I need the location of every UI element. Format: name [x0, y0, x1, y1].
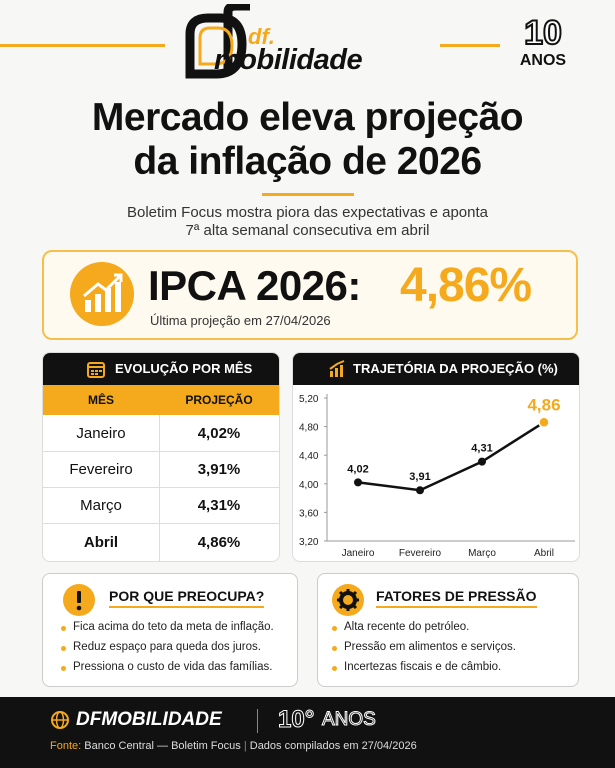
point	[478, 457, 486, 466]
point	[354, 478, 362, 487]
logo-small: df.	[248, 24, 275, 49]
data-label: 4,02	[347, 463, 368, 475]
bullet	[332, 646, 337, 651]
subtitle: Boletim Focus mostra piora das expectati…	[126, 204, 489, 221]
table-cell: Abril	[83, 534, 119, 551]
table-cell: 3,91%	[197, 461, 241, 478]
footer-anniversary-number: 10°	[277, 706, 315, 734]
column-header-row	[43, 385, 279, 415]
highlight-value: 4,86%	[400, 259, 532, 312]
highlight-note: Última projeção em 27/04/2026	[150, 313, 331, 328]
source-label: Fonte:	[50, 740, 82, 752]
table-cell: 4,02%	[197, 425, 241, 442]
point	[416, 486, 424, 495]
line	[357, 421, 545, 492]
card-title: POR QUE PREOCUPA?	[109, 588, 265, 608]
warning-icon	[63, 584, 95, 616]
data-label: 4,31	[471, 443, 492, 455]
anniversary-label: ANOS	[519, 52, 567, 69]
column-header: PROJEÇÃO	[185, 393, 253, 407]
card-item: Incertezas fiscais e de câmbio.	[344, 661, 502, 673]
column-header: MÊS	[87, 393, 114, 407]
header-rule	[440, 44, 500, 47]
card-item: Pressiona o custo de vida das famílias.	[73, 661, 273, 673]
compiled: Dados compilados em 27/04/2026	[249, 740, 417, 752]
y-tick-label: 4,40	[299, 451, 319, 462]
bullet	[61, 666, 66, 671]
chart-icon	[329, 360, 345, 377]
footer-divider	[257, 709, 258, 733]
chart: 3,20 3,60 4,00 4,40 4,80 5,20 Janeiro 4,02 Fever…	[299, 394, 575, 559]
calendar-icon	[87, 362, 105, 378]
headline-underline	[262, 193, 354, 196]
card: POR QUE PREOCUPA? Fica acima do teto da …	[42, 573, 298, 687]
chart-header: TRAJETÓRIA DA PROJEÇÃO (%)	[293, 353, 579, 385]
card-item: Pressão em alimentos e serviços.	[344, 641, 516, 653]
bullet	[61, 646, 66, 651]
x-tick-label: Março	[468, 548, 496, 559]
table-cell: Fevereiro	[69, 461, 133, 478]
footer: DFMOBILIDADE 10° ANOS Fonte: Banco Centr…	[0, 697, 615, 768]
card-item: Fica acima do teto da meta de inflação.	[73, 621, 274, 633]
footer-brand: DFMOBILIDADE	[76, 709, 222, 730]
table-title: EVOLUÇÃO POR MÊS	[115, 361, 253, 376]
footer-anniversary-label: ANOS	[322, 709, 377, 731]
globe-icon	[51, 711, 69, 729]
table-header: EVOLUÇÃO POR MÊS	[43, 353, 279, 385]
separator: |	[243, 740, 247, 752]
y-tick-label: 4,00	[299, 480, 319, 491]
headline: Mercado eleva projeção	[91, 96, 524, 139]
row-divider	[43, 487, 279, 488]
bullet	[332, 626, 337, 631]
headline: da inflação de 2026	[133, 140, 482, 183]
x-tick-label: Abril	[534, 548, 554, 559]
subtitle: 7ª alta semanal consecutiva em abril	[185, 222, 430, 239]
y-tick-label: 3,60	[299, 508, 319, 519]
gear-icon	[332, 584, 364, 616]
bullet	[332, 666, 337, 671]
chart-title: TRAJETÓRIA DA PROJEÇÃO (%)	[353, 361, 558, 376]
table-cell: 4,31%	[197, 497, 241, 514]
y-tick-label: 4,80	[299, 423, 319, 434]
x-tick-label: Janeiro	[342, 548, 375, 559]
bullet	[61, 626, 66, 631]
column-divider	[159, 415, 160, 561]
card-item: Reduz espaço para queda dos juros.	[73, 641, 261, 653]
table-cell: Janeiro	[76, 425, 126, 442]
y-tick-label: 3,20	[299, 537, 319, 548]
chart-panel: TRAJETÓRIA DA PROJEÇÃO (%) 3,20 3,60 4,00 4…	[292, 352, 580, 562]
card: FATORES DE PRESSÃO Alta recente do petró…	[317, 573, 579, 687]
table-cell: 4,86%	[197, 534, 241, 551]
point	[538, 416, 550, 429]
row-divider	[43, 523, 279, 524]
row-divider	[43, 451, 279, 452]
card-item: Alta recente do petróleo.	[344, 621, 470, 633]
y-tick-label: 5,20	[299, 394, 319, 405]
highlight-label: IPCA 2026:	[148, 262, 361, 309]
card-title: FATORES DE PRESSÃO	[376, 588, 537, 608]
footer-source-line: Fonte: Banco Central — Boletim Focus | D…	[50, 740, 417, 752]
logo-mark	[185, 4, 250, 79]
table-cell: Março	[80, 497, 122, 514]
data-label: 4,86	[527, 395, 560, 414]
data-label: 3,91	[409, 471, 430, 483]
source: Banco Central — Boletim Focus	[84, 740, 241, 752]
anniversary-number: 10	[523, 14, 563, 52]
logo-main: mobilidade	[214, 44, 363, 76]
highlight-icon	[70, 262, 134, 326]
header-rule	[0, 44, 165, 47]
x-tick-label: Fevereiro	[399, 548, 442, 559]
table-panel: EVOLUÇÃO POR MÊS MÊS PROJEÇÃO Janeiro 4,…	[42, 352, 280, 562]
